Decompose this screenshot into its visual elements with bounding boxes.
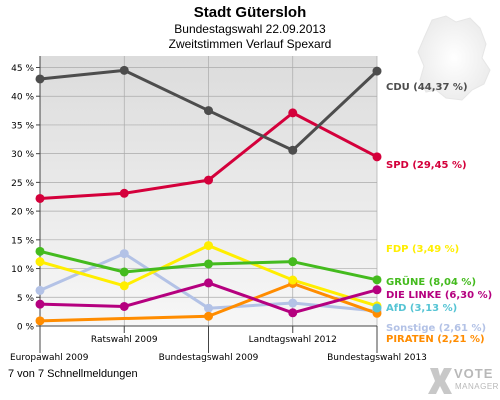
series-end-label-cdu: CDU (44,37 %) [386,82,468,93]
y-tick-label: 5 % [17,294,35,304]
x-tick-label: Bundestagswahl 2009 [159,353,259,363]
y-tick-label: 20 % [11,208,34,218]
series-end-label-die-linke: DIE LINKE (6,30 %) [386,290,492,301]
data-point-die-linke [372,285,382,295]
data-point-gr-ne [204,259,213,269]
logo-cross-icon [428,368,452,394]
data-point-piraten [35,316,45,326]
x-tick-label: Bundestagswahl 2013 [327,353,427,363]
data-point-sonstige [288,298,298,308]
data-point-afd [372,303,382,313]
title-block: Stadt Gütersloh Bundestagswahl 22.09.201… [0,4,500,52]
data-point-die-linke [119,301,129,311]
data-point-sonstige [35,285,45,295]
data-point-fdp [35,257,45,267]
data-point-cdu [204,106,213,116]
data-point-die-linke [204,278,213,288]
logo-vote-text: VOTE [454,366,494,381]
data-point-spd [372,152,382,162]
series-line-piraten [39,281,378,323]
series-end-label-fdp: FDP (3,49 %) [386,244,459,255]
chart-title: Stadt Gütersloh [193,4,307,21]
series-end-label-spd: SPD (29,45 %) [386,160,467,171]
chart-subtitle-district: Zweitstimmen Verlauf Spexard [168,37,332,51]
y-tick-label: 35 % [11,121,34,131]
data-point-gr-ne [288,257,298,267]
germany-map-watermark [417,15,491,101]
data-point-gr-ne [372,275,382,285]
data-point-fdp [204,241,213,251]
data-point-cdu [35,74,45,84]
data-point-spd [119,188,129,198]
data-point-cdu [288,145,298,155]
data-point-spd [35,193,45,203]
series-end-label-sonstige: Sonstige (2,61 %) [386,323,486,334]
data-point-spd [204,175,213,185]
data-point-piraten [204,311,213,321]
data-point-fdp [119,281,129,291]
x-tick-label: Ratswahl 2009 [91,335,158,345]
series-end-label-piraten: PIRATEN (2,21 %) [386,334,485,345]
data-point-gr-ne [35,246,45,256]
data-point-die-linke [35,299,45,309]
chart-subtitle-election: Bundestagswahl 22.09.2013 [174,22,326,36]
logo-manager-text: MANAGER [455,382,499,391]
data-point-gr-ne [119,267,129,277]
y-tick-label: 30 % [11,150,34,160]
data-point-cdu [372,66,382,76]
series-labels: CDU (44,37 %) SPD (29,45 %) FDP (3,49 %) GR… [386,82,492,345]
data-point-spd [288,108,298,118]
y-axis: 0 % 5 % 10 % 15 % 20 % 25 % 30 % 35 % 40 % 45 % [11,56,41,333]
series-points [35,65,382,326]
y-tick-label: 15 % [11,236,34,246]
series-end-label-afd: AfD (3,13 %) [386,303,457,314]
y-tick-label: 10 % [11,265,34,275]
y-tick-label: 45 % [11,64,34,74]
y-tick-label: 40 % [11,93,34,103]
series-end-label-gr-ne: GRÜNE (8,04 %) [386,274,476,288]
data-point-cdu [119,65,129,75]
y-tick-label: 0 % [17,323,35,333]
footer-report-count: 7 von 7 Schnellmeldungen [8,368,138,380]
data-point-die-linke [288,308,298,318]
x-tick-label: Europawahl 2009 [10,353,89,363]
y-tick-label: 25 % [11,179,34,189]
votemanager-logo: VOTE MANAGER [424,362,500,400]
data-point-sonstige [119,249,129,259]
data-point-fdp [288,275,298,285]
data-point-sonstige [204,303,213,313]
x-tick-label: Landtagswahl 2012 [249,335,337,345]
